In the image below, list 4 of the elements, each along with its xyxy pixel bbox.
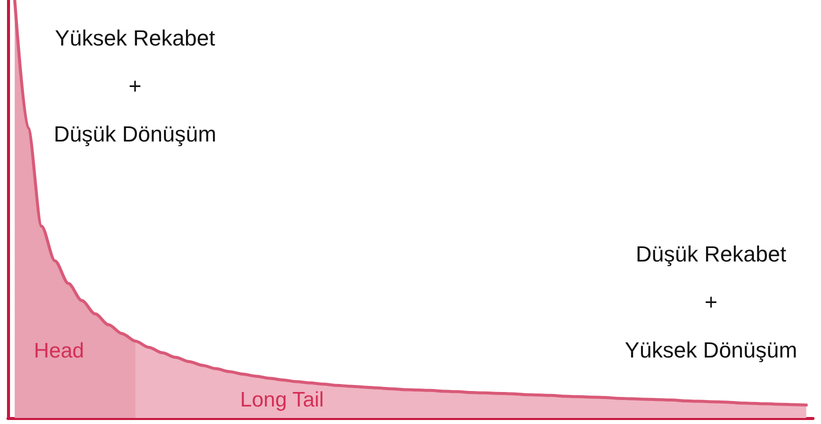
series-label: Long Tail: [240, 388, 324, 412]
series-label: Head: [34, 340, 84, 362]
annotation: Yüksek Rekabet + Düşük Dönüşüm: [54, 26, 216, 146]
annotation: Düşük Rekabet + Yüksek Dönüşüm: [624, 242, 798, 362]
